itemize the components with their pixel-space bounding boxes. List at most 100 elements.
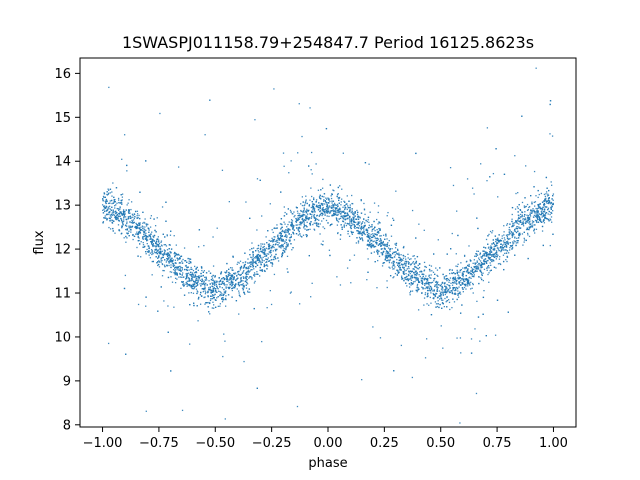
scatter-point [287,230,289,233]
scatter-point [160,286,162,288]
scatter-point [144,238,147,240]
scatter-point [134,226,136,228]
scatter-point [361,234,363,236]
scatter-point [263,265,266,267]
scatter-point [151,243,153,245]
scatter-point [229,272,231,275]
scatter-point [128,225,130,227]
scatter-point [433,278,435,280]
scatter-point [524,222,527,225]
scatter-point [232,286,235,288]
scatter-point [460,268,463,271]
scatter-point [306,234,308,236]
scatter-point [353,217,355,219]
scatter-point [131,226,133,228]
scatter-point [321,208,323,210]
scatter-point [529,220,531,222]
scatter-point [397,262,400,264]
scatter-point [126,232,128,234]
scatter-point [105,201,107,203]
scatter-point [543,222,546,224]
scatter-point [160,244,163,246]
scatter-point [164,259,166,261]
scatter-point [305,195,307,197]
scatter-point [521,215,523,218]
scatter-point [310,296,312,298]
scatter-point [262,256,264,258]
scatter-point [284,211,286,214]
scatter-point [499,239,502,241]
scatter-point [262,248,264,251]
scatter-point [433,293,435,295]
scatter-point [104,207,106,209]
scatter-point [167,255,169,257]
scatter-point [352,203,354,205]
scatter-point [417,309,420,311]
scatter-point [167,252,170,254]
scatter-point [396,274,399,276]
scatter-point [156,252,159,255]
scatter-point [135,226,137,228]
scatter-point [505,241,508,243]
scatter-point [487,243,489,245]
scatter-point [462,267,464,269]
scatter-point [454,293,456,295]
scatter-point [288,172,290,174]
scatter-point [441,286,443,288]
scatter-point [106,191,108,193]
scatter-point [164,250,166,252]
scatter-point [161,256,164,259]
scatter-point [505,243,507,245]
scatter-point [379,243,382,245]
scatter-point [181,281,183,283]
scatter-point [153,251,156,253]
scatter-point [399,262,401,264]
scatter-point [421,283,424,285]
scatter-point [424,287,426,290]
scatter-point [429,296,431,299]
scatter-point [227,280,229,282]
scatter-point [121,196,124,198]
scatter-point [113,213,115,215]
scatter-point [423,269,426,271]
scatter-point [402,259,404,261]
scatter-point [224,305,227,307]
scatter-point [543,208,546,210]
scatter-point [136,227,138,230]
scatter-point [456,265,459,268]
scatter-point [194,274,197,276]
scatter-point [221,298,223,300]
scatter-point [518,226,520,228]
scatter-point [440,297,443,300]
scatter-point [291,249,293,251]
scatter-point [440,293,442,295]
scatter-point [445,288,447,291]
scatter-point [322,207,324,210]
scatter-point [317,223,319,226]
scatter-point [182,281,184,284]
scatter-point [251,278,253,280]
scatter-point [424,292,427,294]
scatter-point [312,203,314,205]
scatter-point [204,279,206,281]
scatter-point [270,262,272,264]
scatter-point [452,279,454,281]
scatter-point [395,251,397,253]
scatter-point [271,265,273,267]
scatter-point [528,222,530,224]
scatter-point [544,217,546,220]
scatter-point [256,229,258,231]
scatter-point [354,225,356,227]
scatter-point [393,370,395,372]
scatter-point [434,277,436,280]
scatter-point [537,189,539,192]
scatter-point [326,206,328,208]
scatter-point [142,244,145,246]
scatter-point [354,215,356,217]
scatter-point [414,265,416,268]
scatter-point [266,307,268,309]
scatter-point [169,258,172,261]
scatter-point [532,224,534,226]
scatter-point [194,286,196,288]
scatter-point [402,246,405,249]
